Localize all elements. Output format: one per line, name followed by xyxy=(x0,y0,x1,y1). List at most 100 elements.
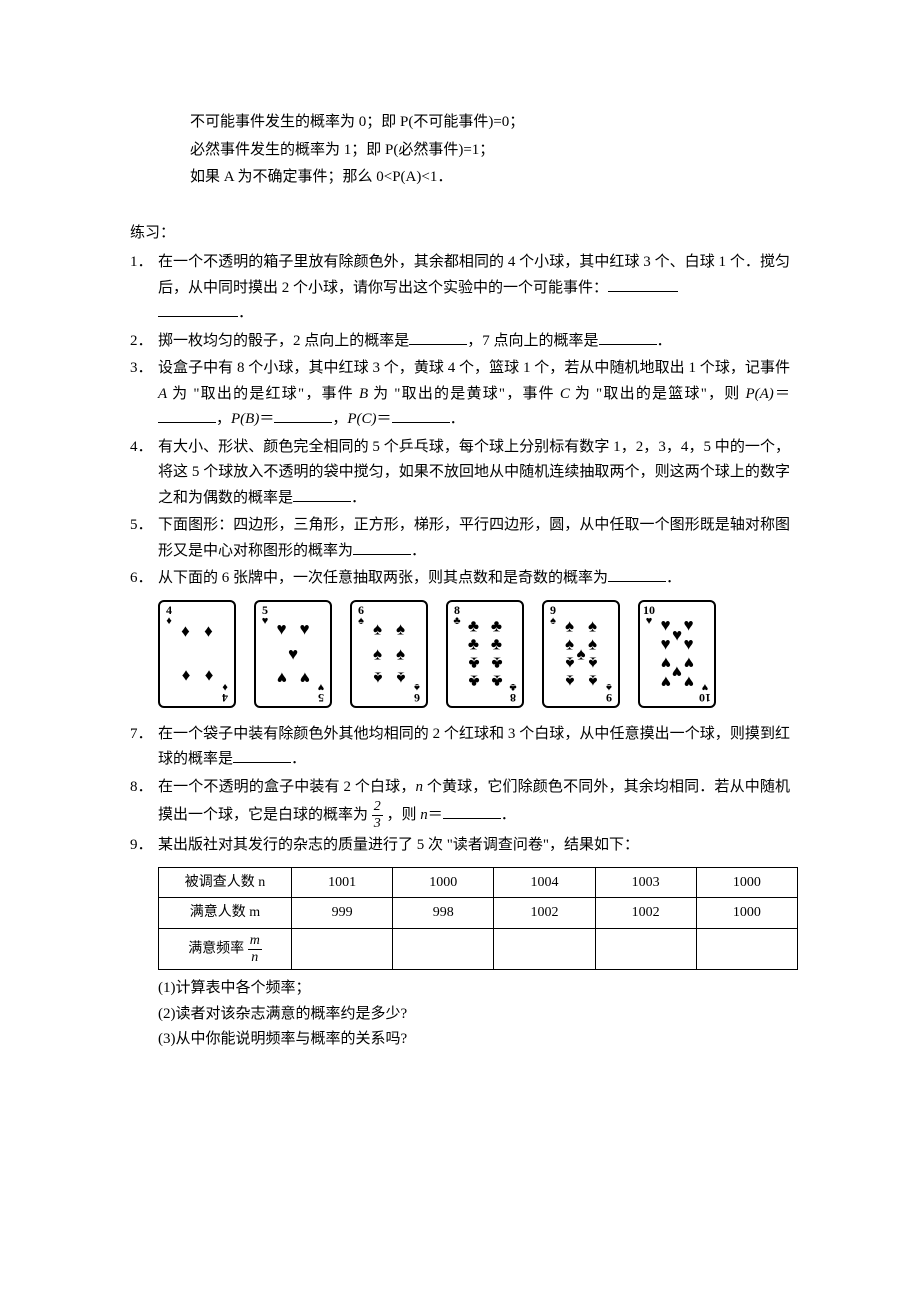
td-m-5: 1000 xyxy=(696,898,797,929)
pip-icon: ♠ xyxy=(565,636,574,653)
pip-icon: ♠ xyxy=(396,645,405,662)
question-5: 5． 下面图形：四边形，三角形，正方形，梯形，平行四边形，圆，从中任取一个图形既… xyxy=(130,513,790,564)
pip-icon: ♠ xyxy=(588,654,597,671)
td-f-4[interactable] xyxy=(595,929,696,970)
q6-text-a: 从下面的 6 张牌中，一次任意抽取两张，则其点数和是奇数的概率为 xyxy=(158,570,608,586)
q3-var-b: B xyxy=(359,386,368,402)
td-m-1: 999 xyxy=(292,898,393,929)
pip-icon: ♣ xyxy=(491,672,502,689)
q5-text-b: ． xyxy=(411,543,426,559)
q1-text-b: ． xyxy=(238,305,253,321)
pip-icon: ♠ xyxy=(373,621,382,638)
q9-text-a: 某出版社对其发行的杂志的质量进行了 5 次 "读者调查问卷"，结果如下： xyxy=(158,837,639,853)
td-n-1: 1001 xyxy=(292,867,393,898)
pip-icon: ♠ xyxy=(565,654,574,671)
q5-blank[interactable] xyxy=(353,539,411,554)
q7-blank[interactable] xyxy=(233,748,291,763)
q4-body: 有大小、形状、颜色完全相同的 5 个乒乓球，每个球上分别标有数字 1，2，3，4… xyxy=(158,435,790,512)
pip-icon: ♣ xyxy=(468,672,479,689)
question-7: 7． 在一个袋子中装有除颜色外其他均相同的 2 个红球和 3 个白球，从中任意摸… xyxy=(130,722,790,773)
q3-end: ． xyxy=(450,411,465,427)
pip-icon: ♥ xyxy=(683,616,693,633)
pip-icon: ♦ xyxy=(181,668,190,685)
card-corner-br: 9♠ xyxy=(602,681,616,704)
pip-icon: ♠ xyxy=(565,618,574,635)
q2-text-a: 掷一枚均匀的骰子，2 点向上的概率是 xyxy=(158,333,409,349)
q4-text-b: ． xyxy=(351,490,366,506)
pip-icon: ♣ xyxy=(468,636,479,653)
q8-blank[interactable] xyxy=(443,804,501,819)
td-f-2[interactable] xyxy=(393,929,494,970)
q8-number: 8． xyxy=(130,775,158,832)
td-f-5[interactable] xyxy=(696,929,797,970)
q3-text-1: 设盒子中有 8 个小球，其中红球 3 个，黄球 4 个，篮球 1 个，若从中随机… xyxy=(158,360,790,376)
q9-sub-1: (1)计算表中各个频率； xyxy=(158,976,790,1002)
q6-body: 从下面的 6 张牌中，一次任意抽取两张，则其点数和是奇数的概率为． xyxy=(158,566,790,592)
pip-icon: ♣ xyxy=(491,636,502,653)
q8-n-1: n xyxy=(415,779,423,795)
section-label: 练习： xyxy=(130,221,790,247)
td-f-3[interactable] xyxy=(494,929,595,970)
td-f-1[interactable] xyxy=(292,929,393,970)
playing-card-10: 10♥10♥♥♥♥♥♥♥♥♥♥♥ xyxy=(638,600,716,708)
pip-icon: ♠ xyxy=(588,672,597,689)
table-row-m: 满意人数 m 999 998 1002 1002 1000 xyxy=(159,898,798,929)
q8-body: 在一个不透明的盒子中装有 2 个白球，n 个黄球，它们除颜色不同外，其余均相同．… xyxy=(158,775,790,832)
th-freq-frac-d: n xyxy=(248,950,262,965)
q3-eq-1: ＝ xyxy=(774,386,790,402)
q3-comma-2: ， xyxy=(332,411,347,427)
q3-eq-2: ＝ xyxy=(259,411,274,427)
q1-blank-2[interactable] xyxy=(158,302,238,317)
th-freq: 满意频率 mn xyxy=(159,929,292,970)
q8-text-4: ＝ xyxy=(428,807,443,823)
q3-var-c: C xyxy=(560,386,570,402)
q3-blank-1[interactable] xyxy=(158,408,216,423)
question-8: 8． 在一个不透明的盒子中装有 2 个白球，n 个黄球，它们除颜色不同外，其余均… xyxy=(130,775,790,832)
q4-blank[interactable] xyxy=(293,486,351,501)
th-m-text: 满意人数 m xyxy=(190,905,260,920)
card-corner-br: 10♥ xyxy=(698,681,712,704)
q2-text-c: ． xyxy=(657,333,672,349)
pip-icon: ♥ xyxy=(660,616,670,633)
card-pips: ♣♣♣♣♣♣♣♣ xyxy=(462,616,508,692)
pip-icon: ♠ xyxy=(576,645,585,662)
question-6: 6． 从下面的 6 张牌中，一次任意抽取两张，则其点数和是奇数的概率为． xyxy=(130,566,790,592)
q1-blank-1[interactable] xyxy=(608,276,678,291)
pip-icon: ♠ xyxy=(373,645,382,662)
th-freq-text: 满意频率 xyxy=(188,941,248,956)
pip-icon: ♠ xyxy=(396,669,405,686)
q2-blank-1[interactable] xyxy=(409,329,467,344)
cards-row: 4♦4♦♦♦♦♦5♥5♥♥♥♥♥♥6♠6♠♠♠♠♠♠♠8♣8♣♣♣♣♣♣♣♣♣9… xyxy=(158,600,790,708)
q3-text-4: 为 "取出的是篮球"，则 xyxy=(570,386,746,402)
q2-blank-2[interactable] xyxy=(599,329,657,344)
q6-blank[interactable] xyxy=(608,567,666,582)
q7-text-b: ． xyxy=(291,751,306,767)
q3-blank-2[interactable] xyxy=(274,408,332,423)
q8-frac-den: 3 xyxy=(372,816,383,831)
q6-number: 6． xyxy=(130,566,158,592)
question-2: 2． 掷一枚均匀的骰子，2 点向上的概率是，7 点向上的概率是． xyxy=(130,329,790,355)
th-freq-frac: mn xyxy=(248,934,262,965)
playing-card-4: 4♦4♦♦♦♦♦ xyxy=(158,600,236,708)
playing-card-9: 9♠9♠♠♠♠♠♠♠♠♠♠ xyxy=(542,600,620,708)
q1-number: 1． xyxy=(130,250,158,327)
th-freq-frac-n: m xyxy=(248,934,262,950)
intro-line-2: 必然事件发生的概率为 1；即 P(必然事件)=1； xyxy=(190,138,790,164)
q3-pb: P(B) xyxy=(231,411,259,427)
pip-icon: ♣ xyxy=(468,618,479,635)
q8-fraction: 23 xyxy=(372,800,383,831)
q4-number: 4． xyxy=(130,435,158,512)
q1-text-a: 在一个不透明的箱子里放有除颜色外，其余都相同的 4 个小球，其中红球 3 个、白… xyxy=(158,254,790,296)
q8-frac-num: 2 xyxy=(372,800,383,816)
q2-body: 掷一枚均匀的骰子，2 点向上的概率是，7 点向上的概率是． xyxy=(158,329,790,355)
pip-icon: ♣ xyxy=(468,654,479,671)
q3-blank-3[interactable] xyxy=(392,408,450,423)
q3-eq-3: ＝ xyxy=(377,411,392,427)
q3-pc: P(C) xyxy=(347,411,376,427)
q2-number: 2． xyxy=(130,329,158,355)
pip-icon: ♦ xyxy=(204,668,213,685)
card-corner-br: 6♠ xyxy=(410,681,424,704)
q3-text-3: 为 "取出的是黄球"，事件 xyxy=(368,386,560,402)
card-corner-br: 4♦ xyxy=(218,681,232,704)
pip-icon: ♥ xyxy=(672,663,682,680)
